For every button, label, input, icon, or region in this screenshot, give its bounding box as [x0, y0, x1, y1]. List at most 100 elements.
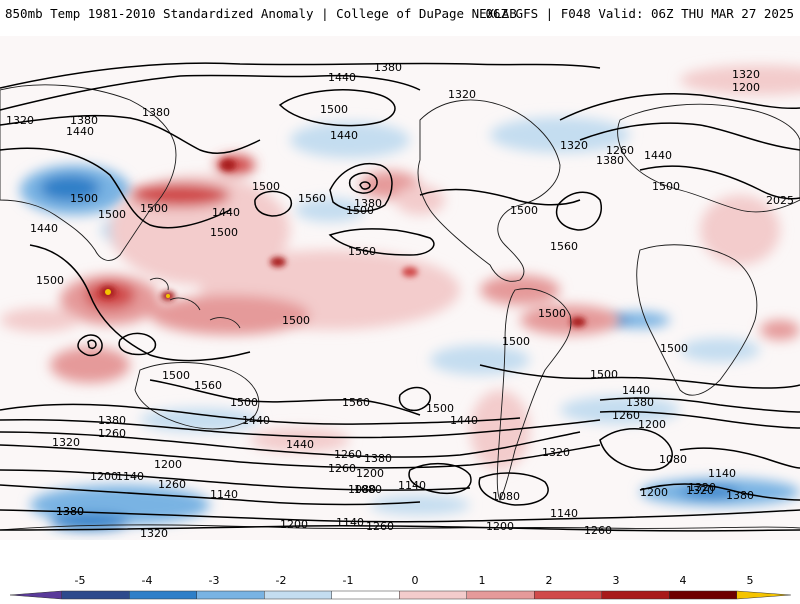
colorbar-segment — [736, 590, 791, 600]
contour-labels: 1380 1440 1500 1320 1200 1320 1380 1440 … — [6, 61, 794, 540]
contour-label: 1140 — [210, 488, 238, 501]
contour-label: 1440 — [286, 438, 314, 451]
colorbar-segments — [9, 590, 791, 600]
contour-label: 1080 — [492, 490, 520, 503]
colorbar-segment — [601, 590, 670, 600]
colorbar-tick-label: 2 — [546, 574, 553, 587]
contour-label: 1320 — [448, 88, 476, 101]
colorbar-tick-label: -1 — [343, 574, 354, 587]
map-title: 850mb Temp 1981-2010 Standardized Anomal… — [5, 6, 517, 21]
contour-label: 1500 — [140, 202, 168, 215]
contour-label: 1320 — [560, 139, 588, 152]
contour-label: 1260 — [366, 520, 394, 533]
contour-label: 1140 — [336, 516, 364, 529]
contour-label: 1440 — [450, 414, 478, 427]
colorbar-segment — [669, 590, 737, 600]
contour-label: 1320 — [686, 484, 714, 497]
colorbar-segment — [331, 590, 400, 600]
height-contours — [0, 62, 800, 532]
contour-label: 1560 — [550, 240, 578, 253]
contour-label: 1320 — [6, 114, 34, 127]
contour-label: 1500 — [162, 369, 190, 382]
contour-label: 1500 — [590, 368, 618, 381]
colorbar-segment — [129, 590, 197, 600]
contour-label: 1320 — [542, 446, 570, 459]
contour-label: 1500 — [98, 208, 126, 221]
colorbar-svg: -5 -4 -3 -2 -1 0 1 2 3 4 5 — [9, 574, 791, 600]
contour-label: 1260 — [158, 478, 186, 491]
contour-label: 1440 — [30, 222, 58, 235]
contour-label: 1260 — [584, 524, 612, 537]
contour-label: 1500 — [252, 180, 280, 193]
contour-label: 1500 — [652, 180, 680, 193]
contour-label: 1140 — [708, 467, 736, 480]
contour-label: 1440 — [328, 71, 356, 84]
contour-label: 1320 — [140, 527, 168, 540]
map-svg: 1380 1440 1500 1320 1200 1320 1380 1440 … — [0, 36, 800, 540]
contour-label: 1080 — [348, 483, 376, 496]
colorbar-segment — [534, 590, 602, 600]
colorbar-tick-label: 5 — [747, 574, 754, 587]
colorbar-segment — [466, 590, 535, 600]
contour-label: 1500 — [426, 402, 454, 415]
colorbar-tick-label: 1 — [479, 574, 486, 587]
contour-label: 1380 — [626, 396, 654, 409]
contour-label: 1200 — [638, 418, 666, 431]
header: 850mb Temp 1981-2010 Standardized Anomal… — [0, 0, 800, 36]
contour-label: 1500 — [660, 342, 688, 355]
contour-label: 1260 — [612, 409, 640, 422]
contour-label: 1380 — [56, 505, 84, 518]
colorbar: -5 -4 -3 -2 -1 0 1 2 3 4 5 — [0, 568, 800, 600]
contour-label: 1440 — [644, 149, 672, 162]
warm-anomaly-shading — [0, 65, 800, 470]
contour-label: 1320 — [688, 481, 716, 494]
contour-label: 1500 — [282, 314, 310, 327]
coastlines — [0, 84, 800, 531]
colorbar-tick-label: -5 — [75, 574, 86, 587]
contour-label: 1320 — [732, 68, 760, 81]
contour-label: 1440 — [330, 129, 358, 142]
contour-label: 1380 — [56, 505, 84, 518]
contour-label: 1260 — [334, 448, 362, 461]
colorbar-tick-label: -4 — [142, 574, 153, 587]
contour-label: 1500 — [510, 204, 538, 217]
contour-label: 1440 — [212, 206, 240, 219]
model-valid-time: 06Z GFS | F048 Valid: 06Z THU MAR 27 202… — [485, 6, 794, 21]
contour-label: 1140 — [550, 507, 578, 520]
contour-label: 1140 — [398, 479, 426, 492]
colorbar-tick-label: 0 — [412, 574, 419, 587]
contour-label: 1080 — [659, 453, 687, 466]
contour-label: 1200 — [90, 470, 118, 483]
colorbar-segment — [196, 590, 265, 600]
colorbar-segment — [61, 590, 130, 600]
contour-label: 1200 — [486, 520, 514, 533]
contour-label: 1380 — [374, 61, 402, 74]
extreme-warm-spot — [105, 289, 111, 295]
contour-label: 1200 — [640, 486, 668, 499]
contour-label: 1380 — [364, 452, 392, 465]
colorbar-tick-label: -2 — [276, 574, 287, 587]
colorbar-tick-label: 3 — [613, 574, 620, 587]
colorbar-ticks: -5 -4 -3 -2 -1 0 1 2 3 4 5 — [75, 574, 754, 587]
contour-label: 1080 — [354, 483, 382, 496]
contour-label: 1380 — [142, 106, 170, 119]
contour-label: 1500 — [502, 335, 530, 348]
contour-label: 1380 — [98, 414, 126, 427]
colorbar-tick-label: -3 — [209, 574, 220, 587]
contour-label: 1260 — [98, 427, 126, 440]
contour-label: 1500 — [538, 307, 566, 320]
contour-label: 1260 — [328, 462, 356, 475]
contour-label: 1200 — [280, 518, 308, 531]
contour-label: 1560 — [348, 245, 376, 258]
contour-label: 1560 — [298, 192, 326, 205]
colorbar-segment — [9, 590, 62, 600]
contour-label: 1140 — [116, 470, 144, 483]
colorbar-segment — [399, 590, 467, 600]
contour-label: 1380 — [726, 489, 754, 502]
contour-label: 1500 — [36, 274, 64, 287]
contour-label: 1500 — [346, 204, 374, 217]
contour-label: 1500 — [230, 396, 258, 409]
contour-label: 2025 — [766, 194, 794, 207]
contour-label: 1200 — [356, 467, 384, 480]
contour-label: 1500 — [320, 103, 348, 116]
